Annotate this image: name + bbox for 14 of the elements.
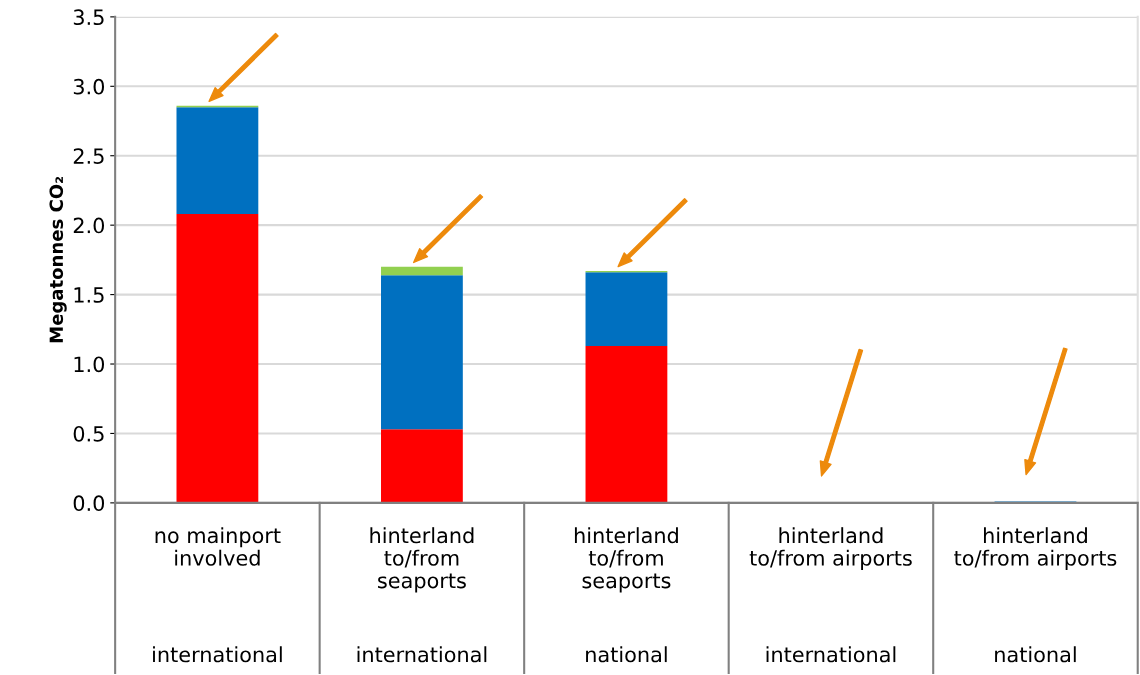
y-tick-label: 3.0 <box>73 78 105 95</box>
y-tick-label: 0.0 <box>73 495 105 512</box>
category-label: hinterland to/from airports international <box>749 527 912 663</box>
category-label: hinterland to/from seaports international <box>357 527 487 663</box>
category-label: hinterland to/from seaports national <box>574 527 678 663</box>
y-tick-label: 1.5 <box>74 287 104 303</box>
category-label: hinterland to/from airports national <box>954 527 1117 663</box>
y-tick-label: 2.5 <box>73 148 104 164</box>
category-label: no mainport involved international <box>153 527 282 663</box>
y-tick-label: 0.5 <box>73 425 104 442</box>
y-tick-label: 1.0 <box>74 356 105 373</box>
y-tick-label: 2.0 <box>73 217 105 234</box>
y-tick-label: 3.5 <box>73 9 104 26</box>
y-axis-title: Megatonnes CO₂ <box>49 176 67 343</box>
